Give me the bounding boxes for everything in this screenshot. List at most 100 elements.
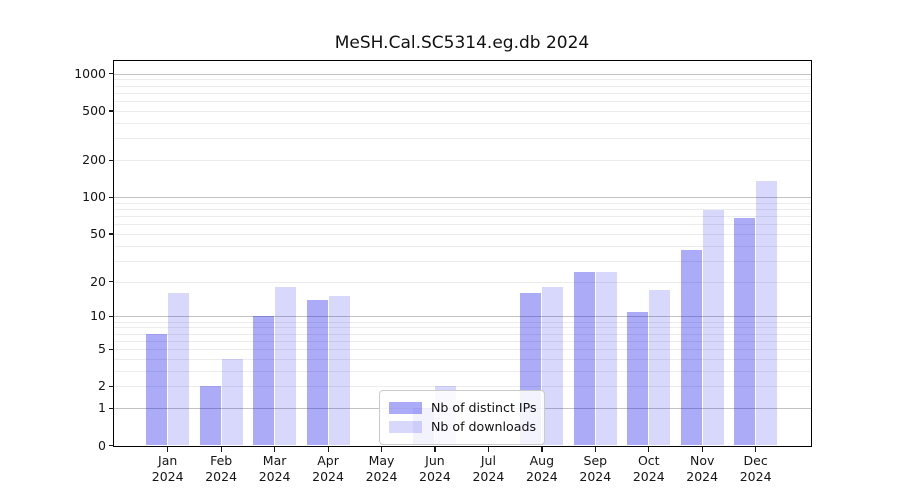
- y-tick-label: 200: [82, 152, 106, 168]
- major-gridline: [114, 73, 811, 75]
- x-tick-mark: [434, 447, 436, 452]
- minor-gridline: [114, 349, 811, 351]
- minor-gridline: [114, 209, 811, 210]
- x-tick-mark: [327, 447, 329, 452]
- y-tick-label: 50: [90, 225, 106, 241]
- minor-gridline: [114, 333, 811, 335]
- legend: Nb of distinct IPs Nb of downloads: [379, 390, 545, 445]
- bar-distinct-ips: [734, 217, 756, 446]
- y-tick-label: 20: [90, 273, 106, 289]
- y-tick-label: 1000: [74, 65, 106, 81]
- y-tick-label: 2: [98, 378, 106, 394]
- chart-title: MeSH.Cal.SC5314.eg.db 2024: [334, 33, 590, 53]
- legend-label-downloads: Nb of downloads: [431, 419, 537, 434]
- y-tick-mark: [108, 110, 114, 112]
- x-tick-label: Aug 2024: [525, 453, 558, 484]
- plot-area: Nb of distinct IPs Nb of downloads 0 1 2 5 1…: [74, 60, 812, 484]
- y-tick-label: 0: [98, 437, 106, 453]
- bar-downloads: [168, 293, 190, 446]
- y-tick-label: 5: [98, 341, 106, 357]
- y-tick-label: 10: [90, 308, 106, 324]
- x-tick-label: Apr 2024: [312, 453, 344, 484]
- x-tick-label: Jul 2024: [472, 453, 505, 484]
- minor-gridline: [114, 340, 811, 342]
- minor-gridline: [114, 101, 811, 103]
- x-tick-label: Dec 2024: [739, 453, 772, 484]
- minor-gridline: [114, 233, 811, 235]
- bar-distinct-ips: [627, 311, 649, 446]
- y-tick-mark: [108, 159, 114, 161]
- minor-gridline: [114, 216, 811, 218]
- legend-swatch-downloads: [389, 420, 422, 433]
- minor-gridline: [114, 92, 811, 94]
- bar-downloads: [275, 287, 297, 446]
- y-tick-label: 500: [82, 102, 106, 118]
- y-tick-mark: [108, 315, 114, 318]
- minor-gridline: [114, 160, 811, 162]
- legend-entry-distinct-ips: Nb of distinct IPs: [389, 399, 537, 416]
- minor-gridline: [114, 370, 811, 372]
- minor-gridline: [114, 122, 811, 124]
- x-tick-mark: [594, 447, 596, 452]
- minor-gridline: [114, 327, 811, 329]
- y-tick-label: 1: [98, 400, 106, 416]
- minor-gridline: [114, 79, 811, 81]
- bar-distinct-ips: [253, 316, 275, 446]
- bar-distinct-ips: [573, 272, 595, 446]
- x-tick-label: Oct 2024: [632, 453, 665, 484]
- bar-downloads: [542, 287, 564, 446]
- minor-gridline: [114, 202, 811, 204]
- y-tick-mark: [108, 348, 114, 350]
- minor-gridline: [114, 281, 811, 283]
- bar-downloads: [649, 289, 671, 446]
- y-tick-mark: [108, 385, 114, 388]
- minor-gridline: [114, 358, 811, 360]
- x-tick-label: Nov 2024: [686, 453, 719, 484]
- y-tick-mark: [108, 73, 114, 75]
- legend-entry-downloads: Nb of downloads: [389, 418, 537, 435]
- bar-distinct-ips: [146, 333, 168, 446]
- x-tick-mark: [755, 447, 757, 452]
- x-tick-mark: [220, 447, 222, 452]
- minor-gridline: [114, 138, 811, 140]
- y-tick-mark: [108, 407, 114, 409]
- x-tick-mark: [274, 447, 276, 452]
- minor-gridline: [114, 224, 811, 226]
- bar-distinct-ips: [680, 249, 702, 446]
- bar-downloads: [328, 296, 350, 446]
- x-tick-label: May 2024: [365, 453, 398, 484]
- x-tick-label: Sep 2024: [579, 453, 612, 484]
- x-tick-label: Mar 2024: [258, 453, 291, 484]
- x-tick-label: Jun 2024: [419, 453, 451, 484]
- bar-distinct-ips: [199, 386, 221, 446]
- minor-gridline: [114, 85, 811, 87]
- minor-gridline: [114, 110, 811, 112]
- minor-gridline: [114, 260, 811, 262]
- major-gridline: [114, 197, 811, 199]
- y-tick-mark: [108, 445, 114, 447]
- bar-downloads: [595, 272, 617, 446]
- major-gridline: [114, 316, 811, 318]
- bar-distinct-ips: [306, 299, 328, 446]
- bar-downloads: [702, 210, 724, 446]
- x-tick-mark: [648, 447, 650, 452]
- y-tick-label: 100: [82, 189, 106, 205]
- x-tick-label: Feb 2024: [205, 453, 238, 484]
- x-tick-mark: [381, 447, 383, 452]
- minor-gridline: [114, 321, 811, 323]
- y-tick-mark: [108, 233, 114, 235]
- bar-downloads: [221, 358, 243, 446]
- x-tick-mark: [167, 447, 169, 452]
- x-tick-mark: [541, 447, 543, 452]
- x-tick-mark: [487, 447, 490, 452]
- y-tick-mark: [108, 281, 114, 283]
- y-tick-mark: [108, 196, 114, 198]
- legend-swatch-distinct-ips: [389, 401, 422, 414]
- minor-gridline: [114, 386, 811, 388]
- legend-label-distinct-ips: Nb of distinct IPs: [431, 400, 537, 415]
- x-tick-mark: [701, 447, 703, 452]
- x-tick-label: Jan 2024: [151, 453, 184, 484]
- minor-gridline: [114, 245, 811, 247]
- bar-downloads: [756, 181, 778, 446]
